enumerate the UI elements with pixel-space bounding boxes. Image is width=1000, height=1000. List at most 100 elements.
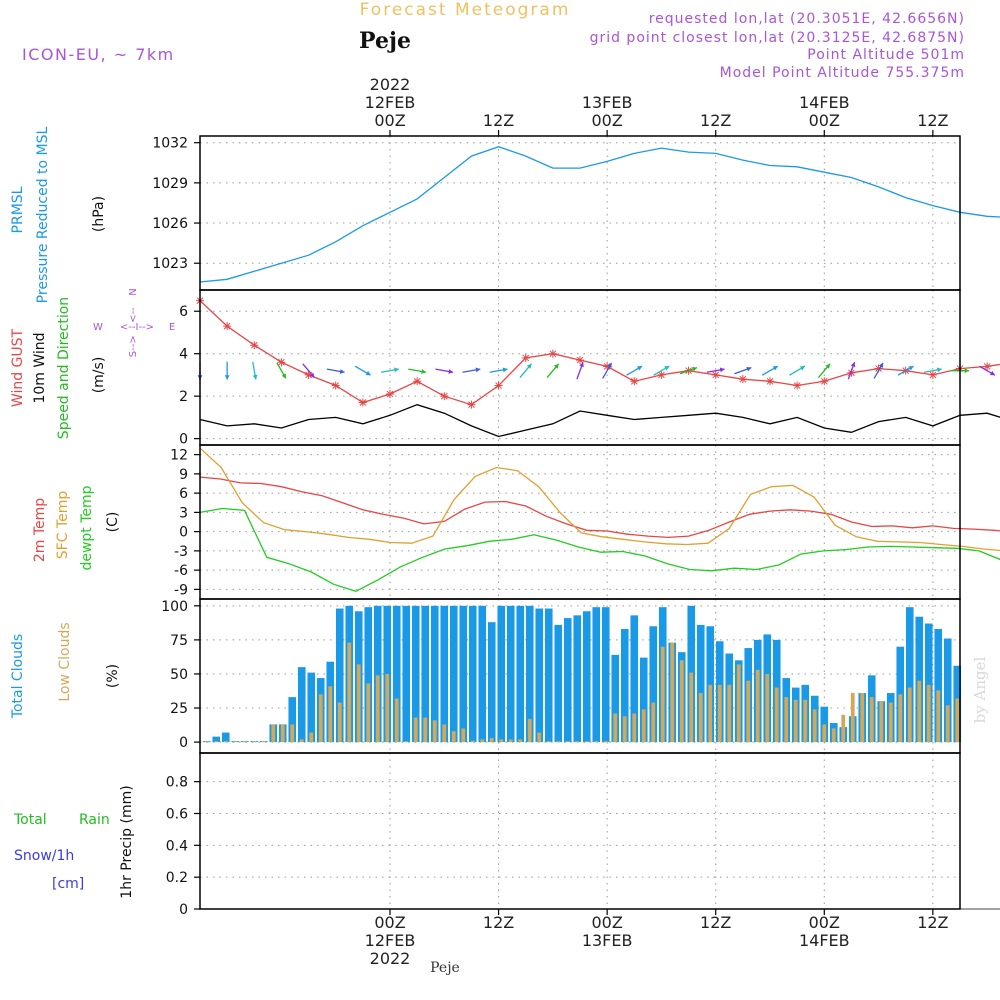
total-cloud-bar-27 [459, 605, 468, 743]
ytick-label-0-0: 1023 [152, 256, 188, 272]
top-label-0-2: 00Z [374, 111, 405, 130]
total-cloud-bar-25 [440, 605, 449, 743]
gust-point-16 [630, 377, 639, 386]
low-cloud-bar-9 [290, 724, 295, 743]
low-cloud-bar-0 [204, 741, 209, 743]
ytick-label-2-3: 0 [179, 525, 188, 541]
label-hpa: (hPa) [91, 196, 107, 232]
low-cloud-bar-32 [508, 739, 513, 743]
header-model-alt: Model Point Altitude 755.375m [720, 65, 965, 81]
label-wind-gust: Wind GUST [10, 328, 26, 407]
ytick-label-2-2: -3 [174, 544, 188, 560]
total-cloud-bar-18 [373, 605, 382, 743]
total-cloud-bar-31 [497, 605, 506, 743]
total-cloud-bar-24 [430, 605, 439, 743]
compass-e: E [169, 322, 175, 333]
low-cloud-bar-74 [907, 687, 912, 743]
ytick-label-2-5: 6 [179, 486, 188, 502]
wind-arrow-12 [519, 363, 532, 378]
dewpt-line [199, 507, 1000, 593]
ytick-label-1-3: 6 [179, 304, 188, 320]
total-cloud-bar-36 [544, 608, 553, 743]
marks-layer [196, 146, 1000, 910]
ytick-label-4-2: 0.4 [166, 838, 188, 854]
total-cloud-bar-26 [449, 605, 458, 743]
compass-n: N [128, 288, 139, 295]
gust-line [199, 300, 1000, 406]
wind-arrow-4 [302, 363, 315, 378]
low-cloud-bar-22 [413, 717, 418, 743]
total-cloud-bar-14 [335, 608, 344, 743]
gust-point-21 [766, 377, 774, 386]
cloud-labels: Total Clouds Low Clouds (%) [10, 622, 121, 719]
total-cloud-bar-23 [421, 605, 430, 743]
low-cloud-bar-13 [328, 686, 333, 743]
ytick-label-1-0: 0 [179, 432, 188, 448]
low-cloud-bar-26 [451, 731, 456, 743]
ytick-label-4-0: 0 [179, 902, 188, 918]
low-cloud-bar-72 [888, 702, 893, 743]
ytick-label-2-4: 3 [179, 505, 188, 521]
wind-arrow-14 [576, 362, 584, 380]
gust-point-4 [304, 370, 313, 379]
gust-point-23 [820, 377, 829, 386]
gust-point-11 [494, 381, 503, 390]
wind-arrow-24 [847, 362, 856, 380]
low-cloud-bar-53 [708, 684, 713, 743]
low-cloud-bar-21 [404, 741, 409, 743]
wind-arrow-11 [489, 367, 508, 373]
label-low-clouds: Low Clouds [57, 622, 73, 701]
svg-text:-->: --> [128, 335, 139, 351]
top-label-4-1: 00Z [809, 111, 840, 130]
low-cloud-bar-44 [622, 716, 627, 743]
total-cloud-bar-53 [706, 626, 715, 743]
low-cloud-bar-20 [394, 698, 399, 743]
gust-point-10 [467, 400, 476, 409]
total-cloud-bar-74 [905, 607, 914, 743]
total-cloud-bar-33 [516, 605, 525, 743]
gust-point-15 [603, 362, 612, 371]
label-speed-direction: Speed and Direction [56, 297, 72, 439]
label-c: (C) [105, 512, 121, 533]
low-cloud-bar-76 [926, 684, 931, 743]
low-cloud-bar-45 [632, 713, 637, 743]
low-cloud-bar-19 [385, 673, 390, 743]
top-label-5-0: 12Z [917, 111, 948, 130]
label-1hr-precip: 1hr Precip (mm) [119, 785, 135, 898]
axis-layer: 10231026102910320246-9-6-303691202550751… [152, 75, 948, 968]
wind-arrow-21 [761, 365, 779, 376]
ytick-label-0-2: 1029 [152, 176, 188, 192]
label-percent: (%) [105, 664, 121, 688]
low-cloud-bar-8 [280, 724, 285, 743]
wind-labels: Wind GUST 10m Wind Speed and Direction (… [10, 288, 175, 439]
gust-point-8 [413, 377, 422, 386]
ytick-label-3-1: 25 [170, 701, 188, 717]
header-location: Peje [359, 28, 411, 54]
low-cloud-bar-18 [375, 675, 380, 743]
label-2m-temp: 2m Temp [32, 498, 48, 562]
low-cloud-bar-73 [898, 694, 903, 743]
low-cloud-bar-2 [223, 741, 228, 743]
low-cloud-bar-12 [318, 694, 323, 743]
wind-arrow-18 [679, 366, 698, 375]
low-cloud-bar-28 [470, 740, 475, 743]
wind-arrow-16 [626, 365, 643, 376]
low-cloud-bar-25 [442, 724, 447, 743]
low-cloud-bar-49 [670, 642, 675, 743]
total-cloud-bar-44 [620, 628, 629, 743]
low-cloud-bar-71 [879, 701, 884, 743]
label-pressure-msl: Pressure Reduced to MSL [35, 126, 51, 303]
low-cloud-bar-1 [214, 741, 219, 743]
low-cloud-bar-63 [803, 699, 808, 743]
wind-arrow-3 [276, 362, 287, 379]
header-point-alt: Point Altitude 501m [807, 47, 965, 63]
gust-point-3 [277, 358, 286, 367]
precip-labels: Total Rain Snow/1h [cm] 1hr Precip (mm) [13, 785, 135, 898]
gust-point-1 [223, 322, 232, 331]
low-cloud-bar-62 [793, 699, 798, 743]
low-cloud-bar-29 [480, 739, 485, 743]
gust-point-29 [983, 362, 992, 371]
bottom-label-4-1: 14FEB [799, 931, 850, 950]
low-cloud-bar-39 [575, 741, 580, 743]
